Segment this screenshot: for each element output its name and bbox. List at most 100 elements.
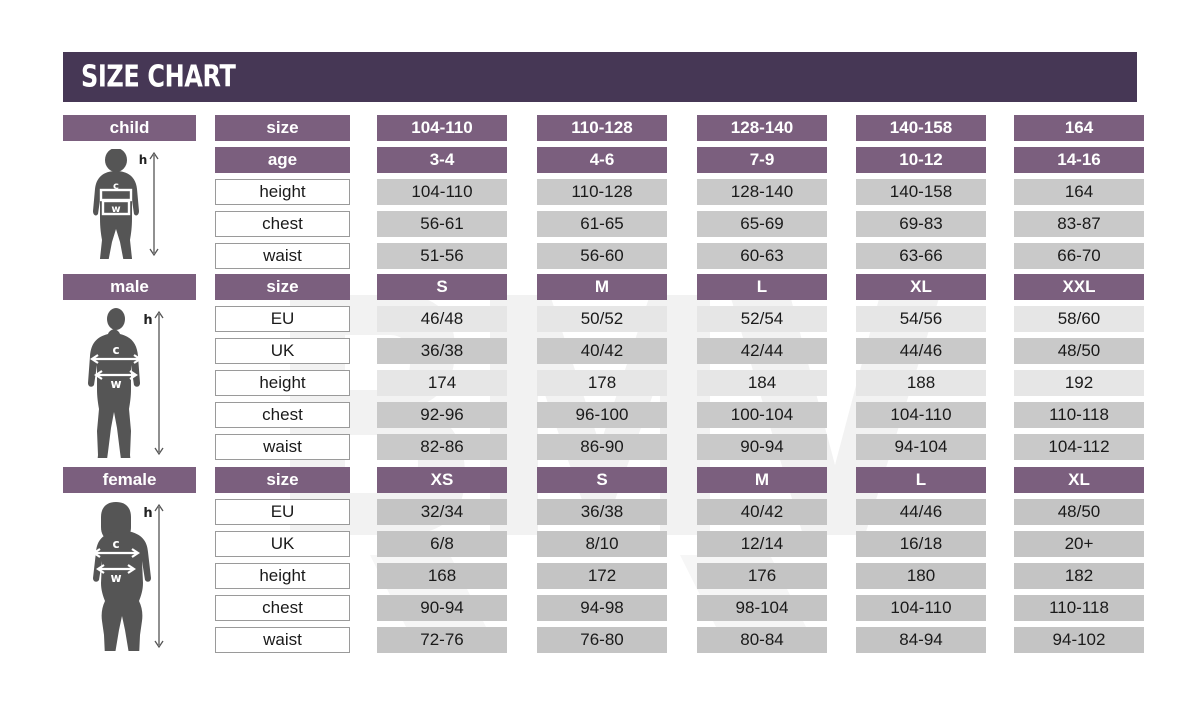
cell-female-chest-2: 98-104 — [697, 595, 827, 621]
cell-female-EU-0: 32/34 — [377, 499, 507, 525]
cell-female-height-1: 172 — [537, 563, 667, 589]
column-header-child-4: 14-16 — [1014, 147, 1144, 173]
cell-male-height-0: 174 — [377, 370, 507, 396]
row-label-child-waist: waist — [215, 243, 350, 269]
column-header-child-2: 7-9 — [697, 147, 827, 173]
cell-male-EU-4: 58/60 — [1014, 306, 1144, 332]
cell-male-EU-3: 54/56 — [856, 306, 986, 332]
row-header-female-size: size — [215, 467, 350, 493]
cell-male-chest-0: 92-96 — [377, 402, 507, 428]
row-label-child-height: height — [215, 179, 350, 205]
figure-child: c w h — [63, 149, 196, 259]
cell-male-height-1: 178 — [537, 370, 667, 396]
column-header-male-1: M — [537, 274, 667, 300]
row-label-male-waist: waist — [215, 434, 350, 460]
row-label-male-EU: EU — [215, 306, 350, 332]
row-label-male-UK: UK — [215, 338, 350, 364]
row-header-child-size: size — [215, 115, 350, 141]
cell-female-height-3: 180 — [856, 563, 986, 589]
cell-male-waist-2: 90-94 — [697, 434, 827, 460]
cell-male-EU-2: 52/54 — [697, 306, 827, 332]
svg-text:c: c — [112, 537, 119, 551]
cell-male-EU-0: 46/48 — [377, 306, 507, 332]
column-header-female-2: M — [697, 467, 827, 493]
cell-child-height-2: 128-140 — [697, 179, 827, 205]
cell-female-UK-2: 12/14 — [697, 531, 827, 557]
cell-child-chest-3: 69-83 — [856, 211, 986, 237]
cell-child-height-1: 110-128 — [537, 179, 667, 205]
svg-text:w: w — [110, 571, 121, 585]
cell-female-EU-2: 40/42 — [697, 499, 827, 525]
svg-text:h: h — [143, 313, 152, 328]
cell-child-chest-1: 61-65 — [537, 211, 667, 237]
cell-child-chest-0: 56-61 — [377, 211, 507, 237]
column-header-child-1: 110-128 — [537, 115, 667, 141]
svg-text:h: h — [143, 506, 152, 521]
column-header-child-1: 4-6 — [537, 147, 667, 173]
cell-female-waist-3: 84-94 — [856, 627, 986, 653]
cell-female-EU-3: 44/46 — [856, 499, 986, 525]
category-label-child: child — [63, 115, 196, 141]
cell-male-chest-1: 96-100 — [537, 402, 667, 428]
cell-female-height-0: 168 — [377, 563, 507, 589]
cell-male-height-3: 188 — [856, 370, 986, 396]
column-header-child-3: 10-12 — [856, 147, 986, 173]
column-header-child-0: 3-4 — [377, 147, 507, 173]
column-header-child-2: 128-140 — [697, 115, 827, 141]
column-header-female-4: XL — [1014, 467, 1144, 493]
cell-child-waist-2: 60-63 — [697, 243, 827, 269]
cell-male-UK-1: 40/42 — [537, 338, 667, 364]
cell-male-UK-2: 42/44 — [697, 338, 827, 364]
cell-female-waist-1: 76-80 — [537, 627, 667, 653]
cell-male-height-2: 184 — [697, 370, 827, 396]
cell-male-chest-4: 110-118 — [1014, 402, 1144, 428]
svg-text:w: w — [111, 204, 120, 215]
category-label-female: female — [63, 467, 196, 493]
cell-child-chest-4: 83-87 — [1014, 211, 1144, 237]
cell-male-EU-1: 50/52 — [537, 306, 667, 332]
column-header-male-3: XL — [856, 274, 986, 300]
figure-female: c w h — [63, 501, 196, 651]
row-header-child-age: age — [215, 147, 350, 173]
cell-male-chest-3: 104-110 — [856, 402, 986, 428]
chart-header-bar: SIZE CHART — [63, 52, 1137, 102]
cell-female-EU-4: 48/50 — [1014, 499, 1144, 525]
cell-female-height-2: 176 — [697, 563, 827, 589]
cell-male-height-4: 192 — [1014, 370, 1144, 396]
cell-child-waist-0: 51-56 — [377, 243, 507, 269]
svg-text:c: c — [112, 343, 119, 357]
cell-female-chest-0: 90-94 — [377, 595, 507, 621]
row-label-female-UK: UK — [215, 531, 350, 557]
cell-child-waist-4: 66-70 — [1014, 243, 1144, 269]
column-header-child-4: 164 — [1014, 115, 1144, 141]
cell-male-waist-0: 82-86 — [377, 434, 507, 460]
cell-child-height-0: 104-110 — [377, 179, 507, 205]
cell-male-waist-1: 86-90 — [537, 434, 667, 460]
cell-child-height-4: 164 — [1014, 179, 1144, 205]
cell-male-chest-2: 100-104 — [697, 402, 827, 428]
category-label-male: male — [63, 274, 196, 300]
cell-child-waist-1: 56-60 — [537, 243, 667, 269]
cell-female-waist-2: 80-84 — [697, 627, 827, 653]
row-label-female-waist: waist — [215, 627, 350, 653]
cell-male-waist-3: 94-104 — [856, 434, 986, 460]
cell-female-chest-4: 110-118 — [1014, 595, 1144, 621]
row-label-male-chest: chest — [215, 402, 350, 428]
row-label-child-chest: chest — [215, 211, 350, 237]
column-header-child-0: 104-110 — [377, 115, 507, 141]
cell-female-UK-1: 8/10 — [537, 531, 667, 557]
page-title: SIZE CHART — [81, 59, 236, 95]
cell-child-chest-2: 65-69 — [697, 211, 827, 237]
cell-female-UK-3: 16/18 — [856, 531, 986, 557]
cell-female-chest-3: 104-110 — [856, 595, 986, 621]
column-header-male-4: XXL — [1014, 274, 1144, 300]
column-header-female-3: L — [856, 467, 986, 493]
row-label-female-EU: EU — [215, 499, 350, 525]
column-header-male-0: S — [377, 274, 507, 300]
row-label-female-chest: chest — [215, 595, 350, 621]
svg-text:h: h — [138, 153, 147, 167]
cell-female-UK-4: 20+ — [1014, 531, 1144, 557]
cell-male-UK-4: 48/50 — [1014, 338, 1144, 364]
svg-text:c: c — [113, 181, 119, 192]
cell-female-chest-1: 94-98 — [537, 595, 667, 621]
